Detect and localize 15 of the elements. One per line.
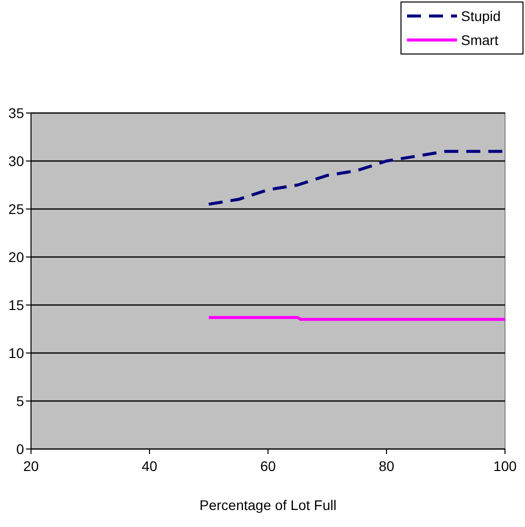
legend-label: Stupid	[461, 8, 501, 24]
x-tick-label: 100	[493, 458, 517, 474]
y-tick-label: 20	[8, 248, 24, 265]
y-tick-label: 10	[8, 344, 24, 361]
legend-label: Smart	[461, 32, 498, 48]
y-tick-label: 25	[8, 200, 24, 217]
x-tick-label: 60	[260, 458, 276, 474]
y-tick-label: 30	[8, 152, 24, 169]
y-tick-label: 35	[8, 104, 24, 121]
x-tick-label: 80	[378, 458, 394, 474]
y-tick-label: 15	[8, 296, 24, 313]
x-axis-title: Percentage of Lot Full	[200, 497, 336, 513]
x-tick-label: 40	[142, 458, 158, 474]
y-tick-label: 0	[16, 440, 24, 457]
y-tick-label: 5	[16, 392, 24, 409]
